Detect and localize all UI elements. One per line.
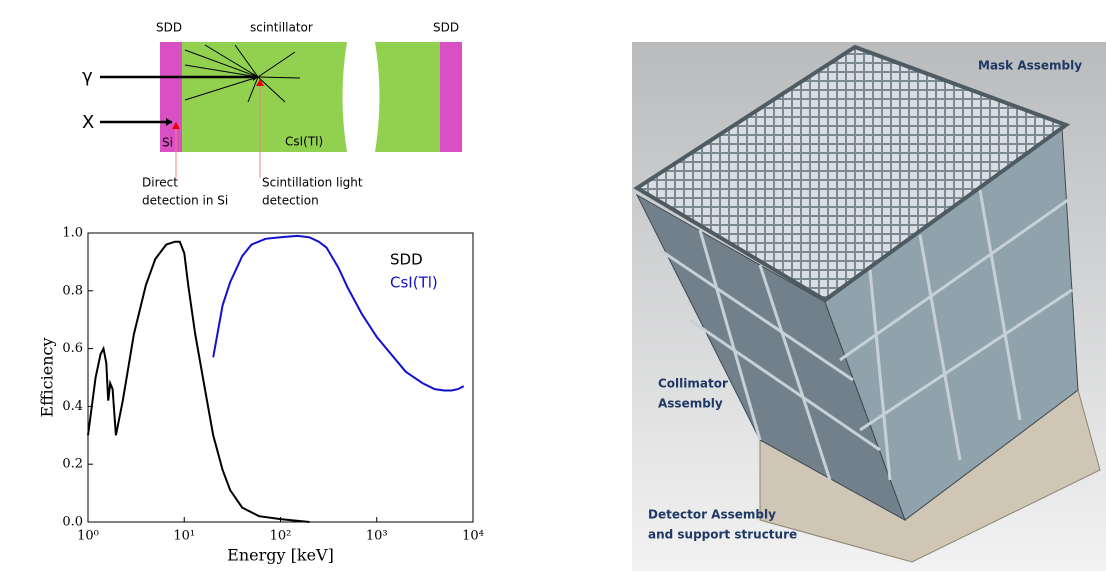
label: SDD [156, 21, 182, 35]
detector-diagram: SDD scintillator SDD γ X Si CsI(Tl) Dire… [82, 21, 462, 208]
x-axis-label: Energy [keV] [227, 546, 334, 565]
line [88, 242, 310, 522]
y-tick-label: 0.6 [62, 341, 83, 356]
label: Detector Assembly [648, 508, 776, 522]
x-tick-label: 10¹ [173, 529, 195, 544]
x-tick-label: 10⁰ [77, 529, 99, 544]
y-tick-label: 0.2 [62, 457, 83, 472]
y-tick-label: 0.4 [62, 399, 83, 414]
label: Assembly [658, 397, 723, 411]
x-tick-label: 10² [270, 529, 292, 544]
label: Si [162, 136, 173, 150]
label: X [82, 112, 94, 133]
x-tick-label: 10⁴ [462, 529, 484, 544]
canvas: SDD scintillator SDD γ X Si CsI(Tl) Dire… [0, 0, 1106, 571]
label: Collimator [658, 377, 728, 391]
scintillator-block [375, 42, 440, 152]
note: Scintillation light [262, 176, 363, 190]
label: SDD [433, 21, 459, 35]
y-tick-label: 0.0 [62, 515, 83, 530]
y-tick-label: 0.8 [62, 283, 83, 298]
legend-label: CsI(Tl) [390, 274, 438, 292]
figure: SDD scintillator SDD γ X Si CsI(Tl) Dire… [0, 0, 1106, 571]
note: Direct [142, 176, 178, 190]
y-tick-label: 1.0 [62, 226, 83, 241]
legend-label: SDD [390, 251, 423, 269]
label: Mask Assembly [978, 59, 1082, 73]
y-axis-label: Efficiency [38, 337, 57, 417]
instrument-render: Mask Assembly Collimator Assembly Detect… [632, 42, 1106, 571]
x-tick-label: 10³ [366, 529, 388, 544]
line [213, 236, 464, 391]
label: and support structure [648, 528, 797, 542]
note: detection [262, 194, 319, 208]
note: detection in Si [142, 194, 228, 208]
label: scintillator [250, 21, 313, 35]
chart: 0.0 0.2 0.4 0.6 0.8 1.0 10⁰ 10¹ 10² 10³ 10⁴ Energy … [38, 226, 484, 565]
sdd-layer [440, 42, 462, 152]
label: γ [82, 66, 93, 87]
label: CsI(Tl) [285, 135, 323, 149]
